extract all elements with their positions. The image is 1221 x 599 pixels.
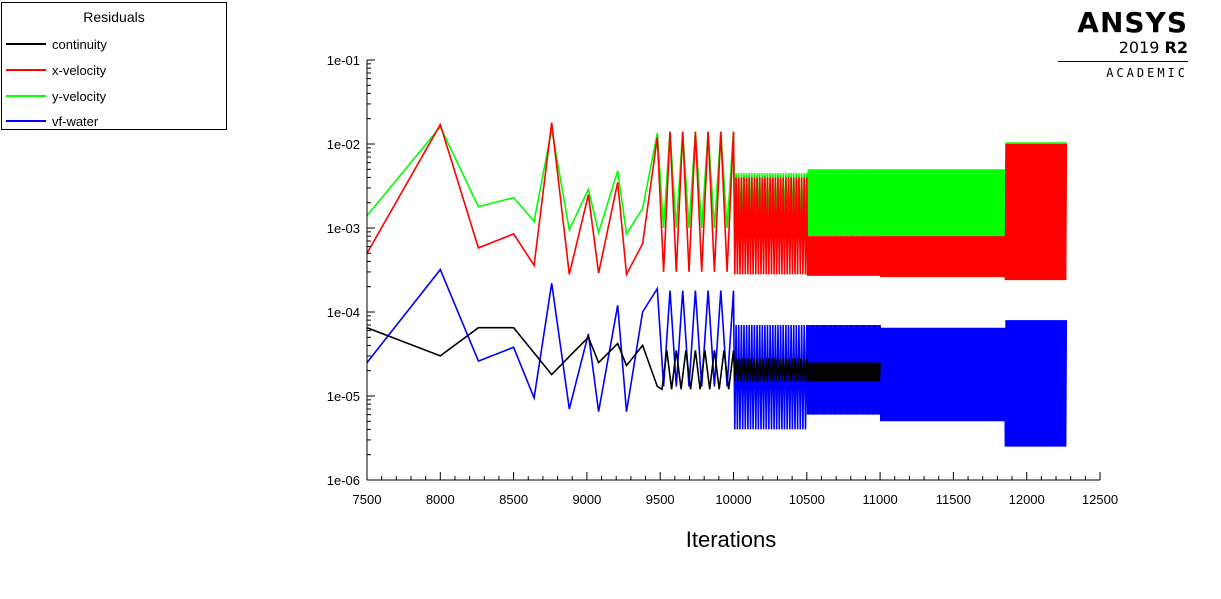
legend-label-y-velocity: y-velocity [52,88,107,104]
logo-release: R2 [1164,38,1188,57]
y-tick-label: 1e-02 [327,137,360,152]
x-tick-label: 10500 [789,492,825,507]
legend-label-continuity: continuity [52,36,107,52]
x-tick-label: 9500 [646,492,675,507]
legend-swatch-continuity [6,43,46,45]
legend-label-x-velocity: x-velocity [52,62,107,78]
x-tick-label: 7500 [353,492,382,507]
x-tick-label: 8000 [426,492,455,507]
x-tick-label: 10000 [715,492,751,507]
logo-brand: ANSYS [1077,6,1188,39]
x-tick-label: 12000 [1009,492,1045,507]
x-axis-title: Iterations [686,527,777,552]
x-tick-label: 11500 [936,492,971,507]
legend-swatch-vf-water [6,120,46,122]
y-tick-label: 1e-05 [327,389,360,404]
series-layer [366,122,1068,447]
legend-title: Residuals [83,9,145,25]
series-line-continuity [366,326,881,391]
y-tick-label: 1e-04 [327,305,360,320]
logo-rule [1058,61,1188,62]
x-tick-label: 9000 [572,492,601,507]
legend-swatch-x-velocity [6,69,46,71]
x-tick-label: 12500 [1082,492,1118,507]
legend-item-x-velocity: x-velocity [6,60,106,80]
series-line-x-velocity [366,122,1068,281]
legend-swatch-y-velocity [6,95,46,97]
y-tick-label: 1e-01 [327,53,360,68]
legend-label-vf-water: vf-water [52,113,99,129]
x-tick-label: 8500 [499,492,528,507]
x-tick-label: 11000 [863,492,898,507]
y-tick-label: 1e-06 [327,473,360,488]
logo-year: 2019 [1118,38,1160,57]
y-tick-label: 1e-03 [327,221,360,236]
series-line-vf-water [366,268,1068,447]
legend-item-y-velocity: y-velocity [6,86,106,106]
logo-version: 2019 R2 [1058,38,1188,58]
legend: Residuals continuity x-velocity y-veloci… [1,2,227,130]
legend-item-vf-water: vf-water [6,111,98,131]
logo-edition: ACADEMIC [1106,66,1188,80]
ansys-logo: ANSYS 2019 R2 ACADEMIC [1058,8,1188,88]
axes-layer: 7500 8000 8500 9000 9500 10000 10500 11000 11500… [327,53,1118,507]
legend-item-continuity: continuity [6,34,107,54]
